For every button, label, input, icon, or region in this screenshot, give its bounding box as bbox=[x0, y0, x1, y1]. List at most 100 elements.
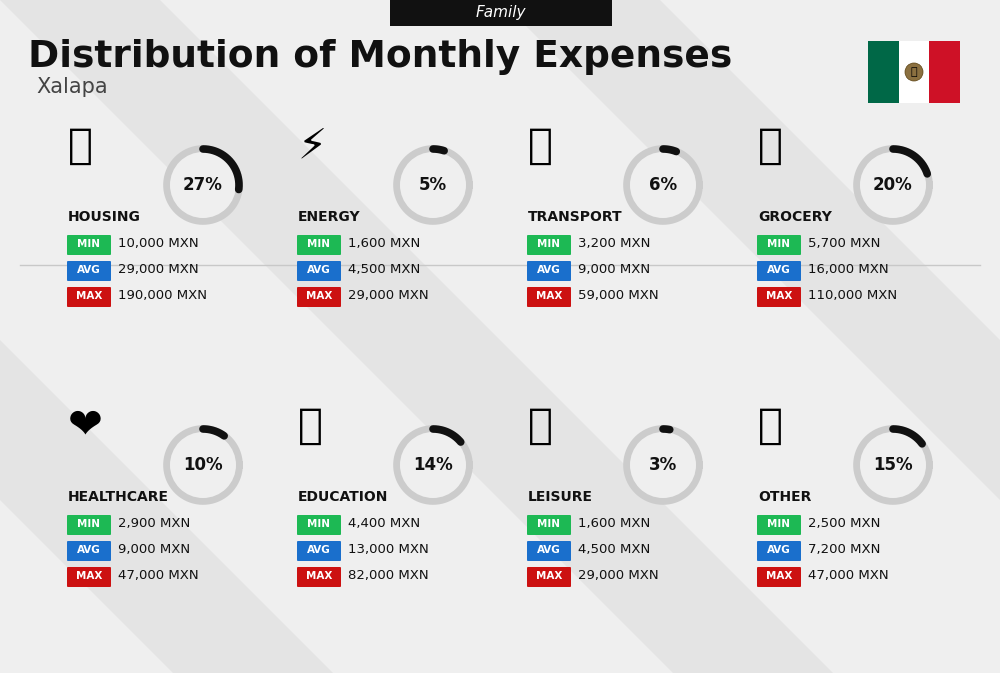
Text: 🏢: 🏢 bbox=[68, 125, 93, 167]
FancyBboxPatch shape bbox=[527, 541, 571, 561]
Text: 82,000 MXN: 82,000 MXN bbox=[348, 569, 429, 583]
FancyBboxPatch shape bbox=[757, 287, 801, 307]
FancyBboxPatch shape bbox=[527, 235, 571, 255]
FancyBboxPatch shape bbox=[67, 235, 111, 255]
Text: MAX: MAX bbox=[306, 291, 332, 301]
Text: AVG: AVG bbox=[537, 265, 561, 275]
Text: GROCERY: GROCERY bbox=[758, 210, 832, 224]
Text: MIN: MIN bbox=[768, 519, 790, 529]
Text: 🛒: 🛒 bbox=[758, 125, 783, 167]
FancyBboxPatch shape bbox=[757, 541, 801, 561]
Text: Family: Family bbox=[476, 5, 526, 20]
Text: MAX: MAX bbox=[766, 571, 792, 581]
Text: 5%: 5% bbox=[419, 176, 447, 194]
Text: 4,400 MXN: 4,400 MXN bbox=[348, 518, 420, 530]
Text: 47,000 MXN: 47,000 MXN bbox=[808, 569, 889, 583]
Text: 10%: 10% bbox=[183, 456, 223, 474]
Text: MAX: MAX bbox=[536, 571, 562, 581]
Text: MIN: MIN bbox=[308, 239, 330, 249]
Text: 16,000 MXN: 16,000 MXN bbox=[808, 264, 889, 277]
FancyBboxPatch shape bbox=[527, 261, 571, 281]
Text: ❤: ❤ bbox=[68, 405, 103, 447]
Text: 🚌: 🚌 bbox=[528, 125, 553, 167]
Circle shape bbox=[400, 152, 466, 218]
Text: 3,200 MXN: 3,200 MXN bbox=[578, 238, 650, 250]
FancyBboxPatch shape bbox=[390, 0, 612, 26]
Text: 27%: 27% bbox=[183, 176, 223, 194]
Text: AVG: AVG bbox=[767, 545, 791, 555]
Polygon shape bbox=[0, 0, 833, 673]
Text: AVG: AVG bbox=[77, 545, 101, 555]
FancyBboxPatch shape bbox=[868, 41, 899, 103]
Text: 🛍: 🛍 bbox=[528, 405, 553, 447]
Text: MIN: MIN bbox=[538, 519, 560, 529]
Text: 190,000 MXN: 190,000 MXN bbox=[118, 289, 207, 302]
Text: MAX: MAX bbox=[306, 571, 332, 581]
Text: MIN: MIN bbox=[78, 239, 100, 249]
Text: 9,000 MXN: 9,000 MXN bbox=[578, 264, 650, 277]
Text: 💰: 💰 bbox=[758, 405, 783, 447]
Text: ENERGY: ENERGY bbox=[298, 210, 361, 224]
Text: 🦅: 🦅 bbox=[911, 67, 917, 77]
FancyBboxPatch shape bbox=[297, 515, 341, 535]
Text: 14%: 14% bbox=[413, 456, 453, 474]
Text: 3%: 3% bbox=[649, 456, 677, 474]
FancyBboxPatch shape bbox=[67, 515, 111, 535]
Text: MIN: MIN bbox=[538, 239, 560, 249]
Text: 🎓: 🎓 bbox=[298, 405, 323, 447]
Text: Xalapa: Xalapa bbox=[36, 77, 108, 97]
Text: AVG: AVG bbox=[77, 265, 101, 275]
FancyBboxPatch shape bbox=[527, 567, 571, 587]
FancyBboxPatch shape bbox=[527, 515, 571, 535]
Text: MAX: MAX bbox=[536, 291, 562, 301]
Polygon shape bbox=[0, 0, 333, 673]
Text: 1,600 MXN: 1,600 MXN bbox=[578, 518, 650, 530]
Circle shape bbox=[860, 432, 926, 498]
Text: MIN: MIN bbox=[308, 519, 330, 529]
Text: 15%: 15% bbox=[873, 456, 913, 474]
FancyBboxPatch shape bbox=[757, 235, 801, 255]
FancyBboxPatch shape bbox=[757, 515, 801, 535]
Circle shape bbox=[860, 152, 926, 218]
Text: 59,000 MXN: 59,000 MXN bbox=[578, 289, 659, 302]
FancyBboxPatch shape bbox=[297, 541, 341, 561]
Circle shape bbox=[170, 432, 236, 498]
Text: MAX: MAX bbox=[76, 571, 102, 581]
Text: 4,500 MXN: 4,500 MXN bbox=[578, 544, 650, 557]
Text: MIN: MIN bbox=[78, 519, 100, 529]
Text: 5,700 MXN: 5,700 MXN bbox=[808, 238, 880, 250]
Text: 10,000 MXN: 10,000 MXN bbox=[118, 238, 199, 250]
FancyBboxPatch shape bbox=[67, 261, 111, 281]
Text: OTHER: OTHER bbox=[758, 490, 811, 504]
FancyBboxPatch shape bbox=[297, 261, 341, 281]
Text: 2,900 MXN: 2,900 MXN bbox=[118, 518, 190, 530]
FancyBboxPatch shape bbox=[929, 41, 960, 103]
Text: MIN: MIN bbox=[768, 239, 790, 249]
Circle shape bbox=[630, 152, 696, 218]
Text: 2,500 MXN: 2,500 MXN bbox=[808, 518, 880, 530]
Text: HOUSING: HOUSING bbox=[68, 210, 141, 224]
Text: 29,000 MXN: 29,000 MXN bbox=[118, 264, 199, 277]
Text: EDUCATION: EDUCATION bbox=[298, 490, 388, 504]
Text: ⚡: ⚡ bbox=[298, 125, 327, 167]
Text: TRANSPORT: TRANSPORT bbox=[528, 210, 623, 224]
Text: 29,000 MXN: 29,000 MXN bbox=[578, 569, 659, 583]
FancyBboxPatch shape bbox=[67, 287, 111, 307]
Text: 20%: 20% bbox=[873, 176, 913, 194]
Text: 13,000 MXN: 13,000 MXN bbox=[348, 544, 429, 557]
Text: 6%: 6% bbox=[649, 176, 677, 194]
Text: Distribution of Monthly Expenses: Distribution of Monthly Expenses bbox=[28, 39, 732, 75]
Text: AVG: AVG bbox=[307, 545, 331, 555]
Text: AVG: AVG bbox=[767, 265, 791, 275]
FancyBboxPatch shape bbox=[297, 287, 341, 307]
FancyBboxPatch shape bbox=[67, 541, 111, 561]
Text: 7,200 MXN: 7,200 MXN bbox=[808, 544, 880, 557]
Text: 1,600 MXN: 1,600 MXN bbox=[348, 238, 420, 250]
FancyBboxPatch shape bbox=[527, 287, 571, 307]
Text: HEALTHCARE: HEALTHCARE bbox=[68, 490, 169, 504]
FancyBboxPatch shape bbox=[757, 567, 801, 587]
Text: 110,000 MXN: 110,000 MXN bbox=[808, 289, 897, 302]
Polygon shape bbox=[500, 0, 1000, 673]
FancyBboxPatch shape bbox=[297, 235, 341, 255]
Circle shape bbox=[905, 63, 923, 81]
